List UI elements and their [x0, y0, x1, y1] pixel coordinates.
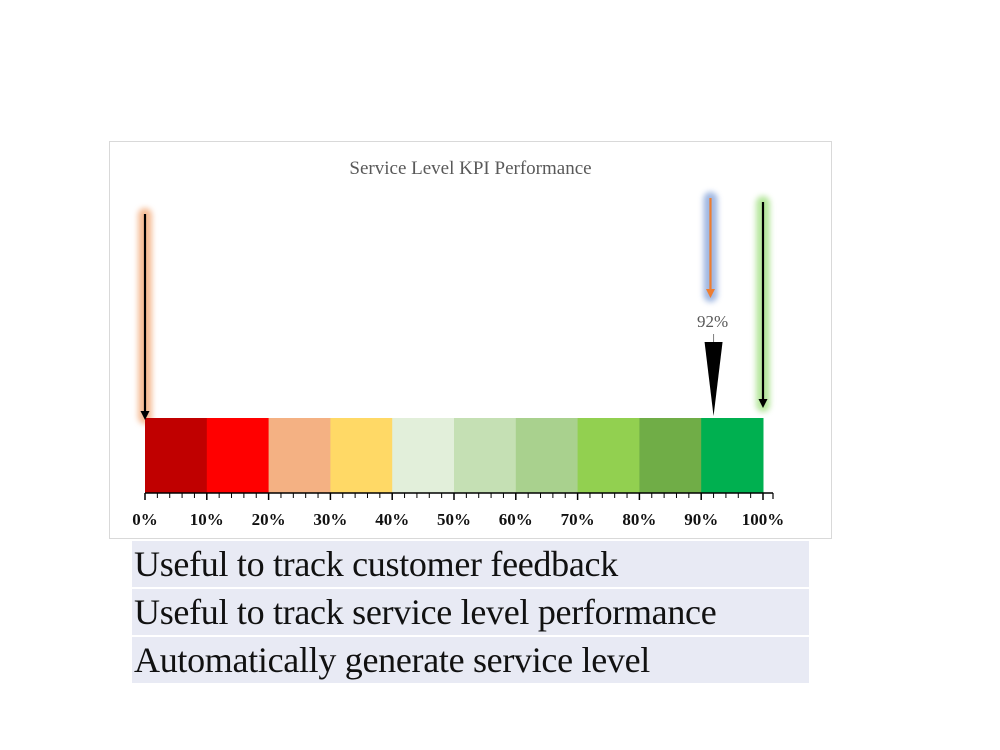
- x-axis: 0% 10% 20% 30% 40% 50% 60% 70% 80% 90% 100%: [132, 492, 785, 529]
- band-segment: [206, 418, 270, 493]
- tick-label: 40%: [375, 510, 409, 529]
- tick-label: 60%: [499, 510, 533, 529]
- tick-label: 50%: [437, 510, 471, 529]
- pointer-value-label: 92%: [697, 312, 728, 331]
- chart-title: Service Level KPI Performance: [349, 158, 592, 179]
- band-segment: [454, 418, 517, 493]
- tick-label: 20%: [252, 510, 286, 529]
- caption-item: Automatically generate service level: [132, 637, 809, 683]
- gauge-plot: 0% 10% 20% 30% 40% 50% 60% 70% 80% 90% 100% 92%: [132, 192, 785, 529]
- caption-item: Useful to track service level performanc…: [132, 589, 809, 635]
- tick-label: 100%: [742, 510, 785, 529]
- band-segment: [577, 418, 640, 493]
- arrow-down-icon: [140, 411, 150, 420]
- arrow-down-icon: [758, 399, 768, 408]
- arrow-down-icon: [705, 289, 715, 298]
- color-bands: [145, 418, 764, 493]
- band-segment: [701, 418, 764, 493]
- marker-arrows: [140, 198, 768, 420]
- kpi-chart: Service Level KPI Performance 0% 10% 20% 30…: [109, 141, 832, 539]
- tick-label: 0%: [132, 510, 158, 529]
- tick-label: 30%: [313, 510, 347, 529]
- band-segment: [330, 418, 393, 493]
- band-segment: [515, 418, 579, 493]
- tick-label: 80%: [622, 510, 656, 529]
- value-pointer: 92%: [697, 312, 728, 416]
- band-segment: [392, 418, 455, 493]
- band-segment: [145, 418, 208, 493]
- tick-label: 70%: [561, 510, 595, 529]
- pointer-triangle-icon: [704, 342, 723, 416]
- band-segment: [639, 418, 702, 493]
- band-segment: [268, 418, 331, 493]
- caption-item: Useful to track customer feedback: [132, 541, 809, 587]
- tick-label: 10%: [190, 510, 224, 529]
- tick-label: 90%: [684, 510, 718, 529]
- caption-list: Useful to track customer feedback Useful…: [132, 541, 809, 685]
- marker-glows: [138, 192, 770, 424]
